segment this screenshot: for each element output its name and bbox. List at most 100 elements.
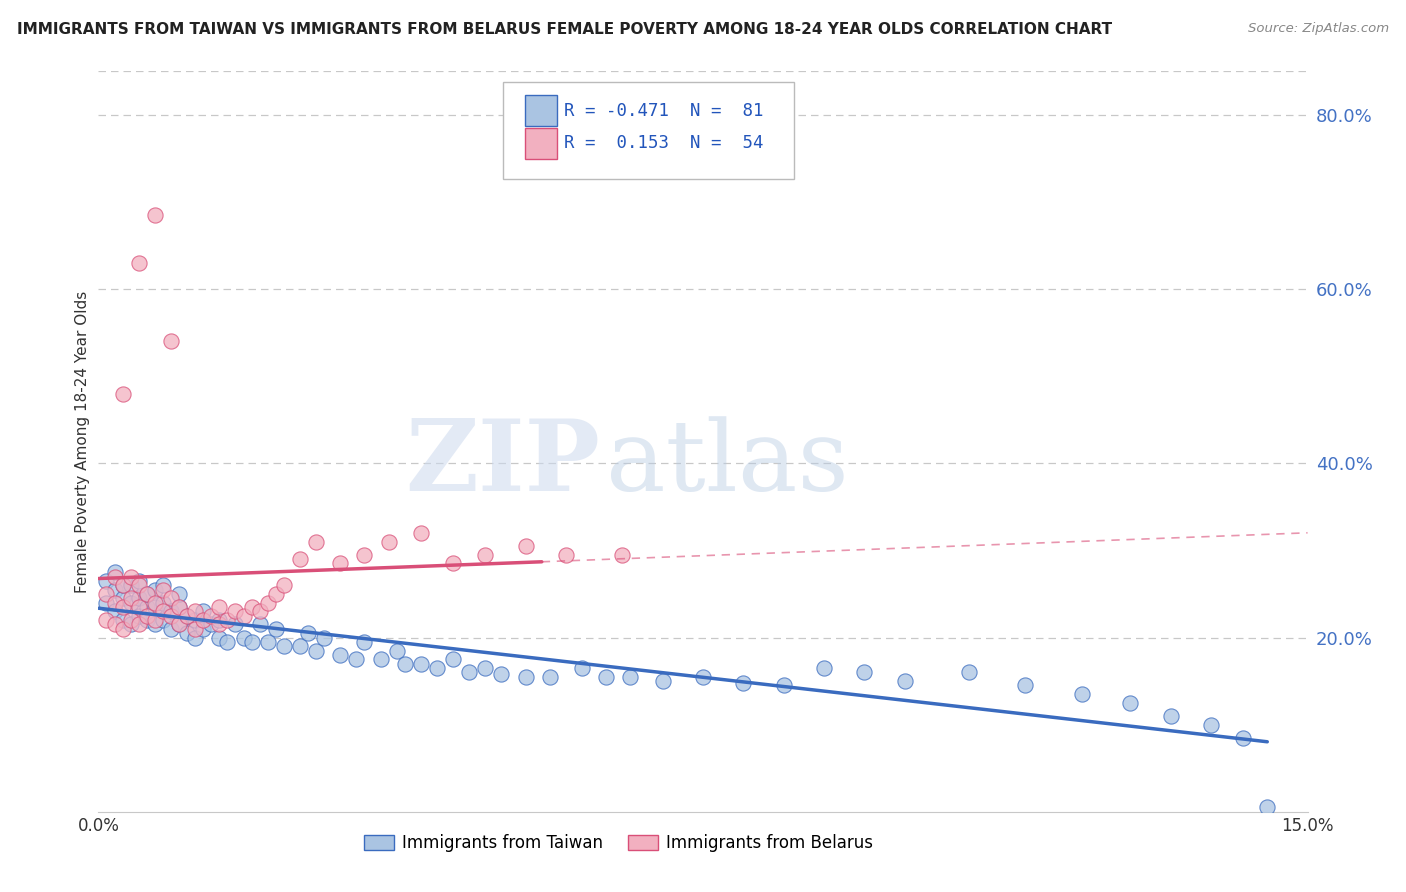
Point xyxy=(1119,696,1142,710)
Point xyxy=(240,635,263,649)
Point xyxy=(353,548,375,562)
Point xyxy=(160,608,183,623)
Point xyxy=(297,626,319,640)
Point xyxy=(120,591,142,606)
Point xyxy=(772,678,794,692)
Point xyxy=(167,587,190,601)
Text: R =  0.153  N =  54: R = 0.153 N = 54 xyxy=(564,134,763,153)
Point xyxy=(385,643,408,657)
Point xyxy=(273,639,295,653)
Point xyxy=(329,557,352,571)
Point xyxy=(555,548,578,562)
Point xyxy=(409,657,432,671)
FancyBboxPatch shape xyxy=(503,82,793,178)
Point xyxy=(353,635,375,649)
Point xyxy=(515,539,537,553)
Point xyxy=(103,569,125,583)
Point xyxy=(813,661,835,675)
Point xyxy=(288,639,311,653)
Y-axis label: Female Poverty Among 18-24 Year Olds: Female Poverty Among 18-24 Year Olds xyxy=(75,291,90,592)
Point xyxy=(409,526,432,541)
Point xyxy=(111,591,134,606)
Point xyxy=(1256,800,1278,814)
Point xyxy=(184,613,207,627)
Point xyxy=(143,617,166,632)
Point xyxy=(193,622,215,636)
Point xyxy=(96,587,118,601)
Point xyxy=(103,604,125,618)
Point xyxy=(1199,717,1222,731)
Point xyxy=(208,600,231,615)
Point xyxy=(208,617,231,632)
Point xyxy=(128,617,150,632)
Point xyxy=(128,574,150,588)
Point xyxy=(128,578,150,592)
Point xyxy=(256,635,278,649)
Point xyxy=(314,631,336,645)
Point xyxy=(135,613,157,627)
Point xyxy=(184,604,207,618)
Point xyxy=(160,622,183,636)
Point xyxy=(96,596,118,610)
Point xyxy=(1160,709,1182,723)
Point xyxy=(152,613,174,627)
Point xyxy=(184,622,207,636)
Point xyxy=(651,674,673,689)
Point xyxy=(240,600,263,615)
Point xyxy=(426,661,449,675)
Point xyxy=(264,622,287,636)
Legend: Immigrants from Taiwan, Immigrants from Belarus: Immigrants from Taiwan, Immigrants from … xyxy=(357,828,880,859)
Point xyxy=(394,657,416,671)
Point xyxy=(217,635,239,649)
Text: Source: ZipAtlas.com: Source: ZipAtlas.com xyxy=(1249,22,1389,36)
Point xyxy=(232,631,254,645)
Point xyxy=(571,661,593,675)
Point xyxy=(120,578,142,592)
Point xyxy=(515,670,537,684)
Point xyxy=(344,652,367,666)
Point xyxy=(103,565,125,579)
Point xyxy=(111,622,134,636)
Text: ZIP: ZIP xyxy=(405,416,600,512)
Point xyxy=(176,608,198,623)
Text: R = -0.471  N =  81: R = -0.471 N = 81 xyxy=(564,102,763,120)
Point xyxy=(167,617,190,632)
Point xyxy=(273,578,295,592)
Point xyxy=(111,578,134,592)
Point xyxy=(249,617,271,632)
Point xyxy=(208,631,231,645)
Point xyxy=(167,600,190,615)
Point xyxy=(135,608,157,623)
Point xyxy=(256,596,278,610)
Point xyxy=(120,569,142,583)
Point xyxy=(96,613,118,627)
Point xyxy=(167,617,190,632)
Point xyxy=(377,534,399,549)
Point xyxy=(111,386,134,401)
Point xyxy=(135,587,157,601)
Point xyxy=(264,587,287,601)
Point xyxy=(160,334,183,349)
Point xyxy=(193,613,215,627)
Point xyxy=(491,667,513,681)
Point xyxy=(184,631,207,645)
Point xyxy=(1014,678,1036,692)
Text: IMMIGRANTS FROM TAIWAN VS IMMIGRANTS FROM BELARUS FEMALE POVERTY AMONG 18-24 YEA: IMMIGRANTS FROM TAIWAN VS IMMIGRANTS FRO… xyxy=(17,22,1112,37)
Point xyxy=(152,582,174,597)
Point xyxy=(96,574,118,588)
Point xyxy=(143,613,166,627)
Point xyxy=(305,534,328,549)
Point xyxy=(152,604,174,618)
Point xyxy=(305,643,328,657)
Point xyxy=(152,596,174,610)
Point xyxy=(217,613,239,627)
Point xyxy=(143,208,166,222)
Point xyxy=(160,604,183,618)
Point xyxy=(595,670,617,684)
Point xyxy=(474,548,496,562)
Point xyxy=(103,596,125,610)
Point xyxy=(619,670,641,684)
Point xyxy=(135,600,157,615)
Point xyxy=(458,665,481,680)
Point xyxy=(111,600,134,615)
